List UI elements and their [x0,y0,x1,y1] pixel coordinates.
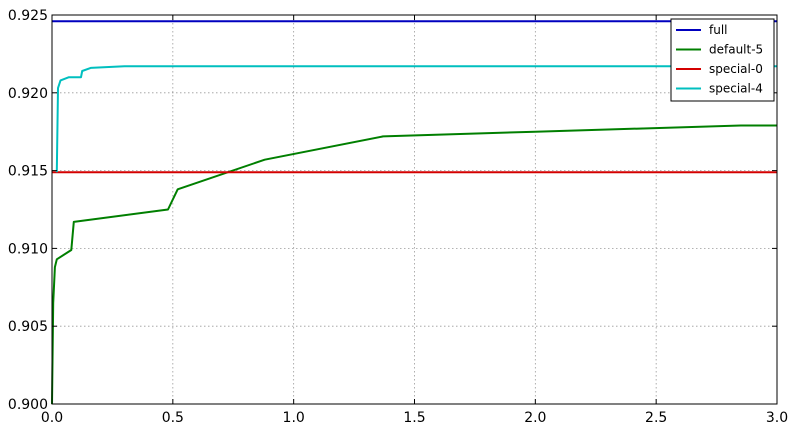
x-tick-label: 0.0 [41,410,63,426]
legend-label-special-4: special-4 [709,82,763,96]
grid [52,15,777,404]
y-tick-label: 0.925 [8,8,48,24]
x-tick-label: 2.5 [645,410,667,426]
series-line-default-5 [51,124,777,405]
y-tick-label: 0.920 [8,86,48,102]
legend-label-special-0: special-0 [709,62,763,76]
x-tick-label: 1.0 [283,410,305,426]
x-tick-label: 0.5 [162,410,184,426]
x-tick-label: 3.0 [766,410,788,426]
y-tick-label: 0.915 [8,164,48,180]
legend-label-default-5: default-5 [709,43,763,57]
axis-ticks: 0.0 0.5 1.0 1.5 2.0 2.5 3.0 0.900 0.905 0.910 0.91… [8,8,788,426]
series-lines [51,20,777,405]
y-tick-label: 0.900 [8,397,48,413]
legend-box [670,18,775,102]
x-tick-label: 1.5 [403,410,425,426]
x-tick-label: 2.0 [524,410,546,426]
y-tick-label: 0.910 [8,241,48,257]
y-tick-label: 0.905 [8,319,48,335]
series-line-special-4 [55,65,777,173]
legend: full default-5 special-0 special-4 [670,18,775,102]
legend-label-full: full [709,23,728,37]
